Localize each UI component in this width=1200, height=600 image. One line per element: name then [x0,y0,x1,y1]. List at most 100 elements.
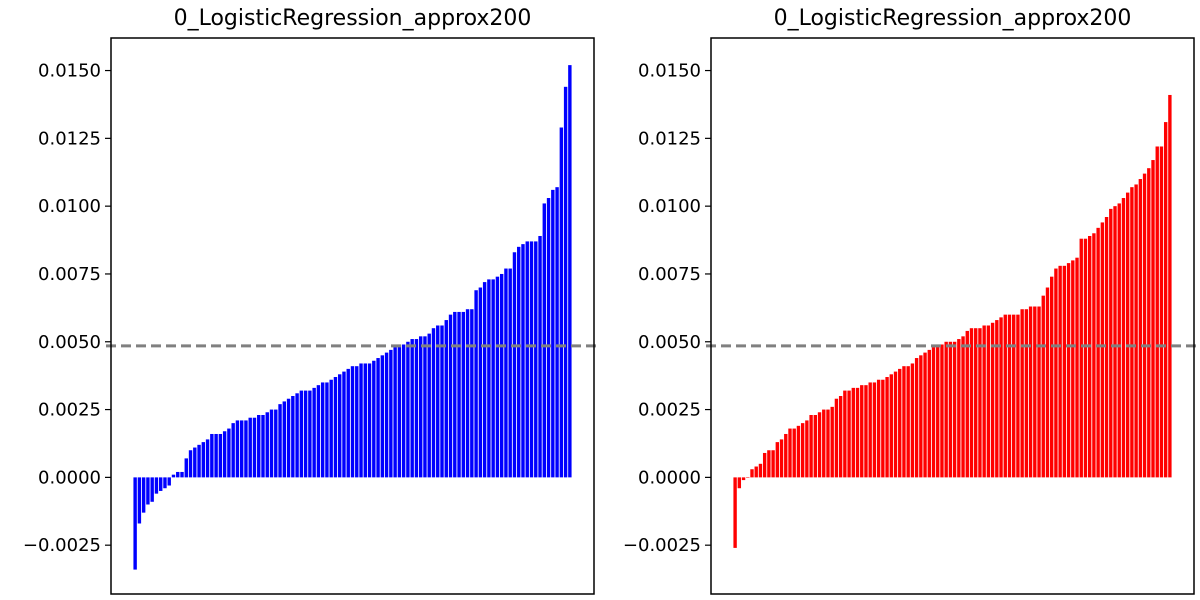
bar [291,396,295,478]
bar [1003,314,1007,478]
bar [1079,238,1083,478]
bar [944,341,948,478]
bar [1050,276,1054,478]
bar [813,415,817,478]
bar [529,241,534,478]
bar [1012,314,1016,478]
bar [448,314,453,478]
bar [1028,306,1033,478]
bar [805,420,809,478]
bar [800,423,805,478]
bar [316,385,321,478]
bar [389,349,393,478]
bar [771,450,775,478]
bar [222,431,227,478]
bar [154,477,159,494]
bar [902,366,906,478]
bar [1071,260,1075,478]
bar [1125,192,1130,478]
bar [1138,179,1143,478]
bar [193,447,197,478]
bar [1041,295,1045,478]
bar [534,241,538,478]
bar [881,379,885,478]
bar [512,252,517,478]
bar [1104,217,1109,478]
bar [1062,265,1067,478]
bar [453,311,457,478]
bar [746,477,750,478]
bar [775,442,780,478]
bar [180,471,184,478]
bar [1016,314,1020,478]
bar [948,341,953,478]
bar [889,374,893,478]
bar [758,463,763,478]
bar [1155,146,1159,478]
bar [444,320,448,478]
bar [1159,146,1164,478]
bar [741,477,746,481]
bar [940,344,944,478]
bar [978,328,982,478]
bar [252,417,257,478]
bar [1092,233,1096,478]
bar [826,409,830,478]
bar [427,333,431,478]
bar [312,387,316,478]
chart-title-right: 0_LogisticRegression_approx200 [774,6,1132,31]
bar [969,328,974,478]
bar [872,382,877,478]
bar [474,290,478,478]
bar [1147,168,1151,478]
bar [227,428,231,478]
bar [355,366,359,478]
bar [461,311,466,478]
bar [1045,287,1050,478]
bar [1130,187,1134,478]
bar [363,363,367,478]
bar [478,287,483,478]
bar [261,415,265,478]
bar [325,382,329,478]
bar [176,471,180,478]
bar [1083,238,1088,478]
bar [470,309,474,478]
bar [257,415,261,478]
bar [982,325,986,478]
bar [491,279,495,478]
bar [359,363,363,478]
bar [397,344,402,478]
bar [538,235,542,478]
bar [372,360,376,478]
bar [914,358,919,478]
y-tick-label: 0.0025 [638,400,701,421]
bar [822,409,826,478]
bar [265,412,269,478]
bar [210,433,214,478]
bar [931,347,936,478]
bar [754,466,758,478]
bar [367,363,372,478]
bar [218,433,223,478]
bar [384,352,389,478]
bar [796,425,801,478]
bar [141,477,146,513]
bar [286,398,291,478]
bar [762,452,767,478]
bar [508,268,512,478]
bar [1088,235,1092,478]
bar [171,474,176,478]
bar [847,390,851,478]
bar [440,325,444,478]
bar [788,428,792,478]
y-tick-label: 0.0075 [38,264,101,285]
bar [342,371,346,478]
bar [1037,306,1041,478]
bar [1066,263,1071,478]
bar [197,444,201,478]
bar [329,379,333,478]
bar [1024,309,1029,478]
bar [521,244,525,478]
